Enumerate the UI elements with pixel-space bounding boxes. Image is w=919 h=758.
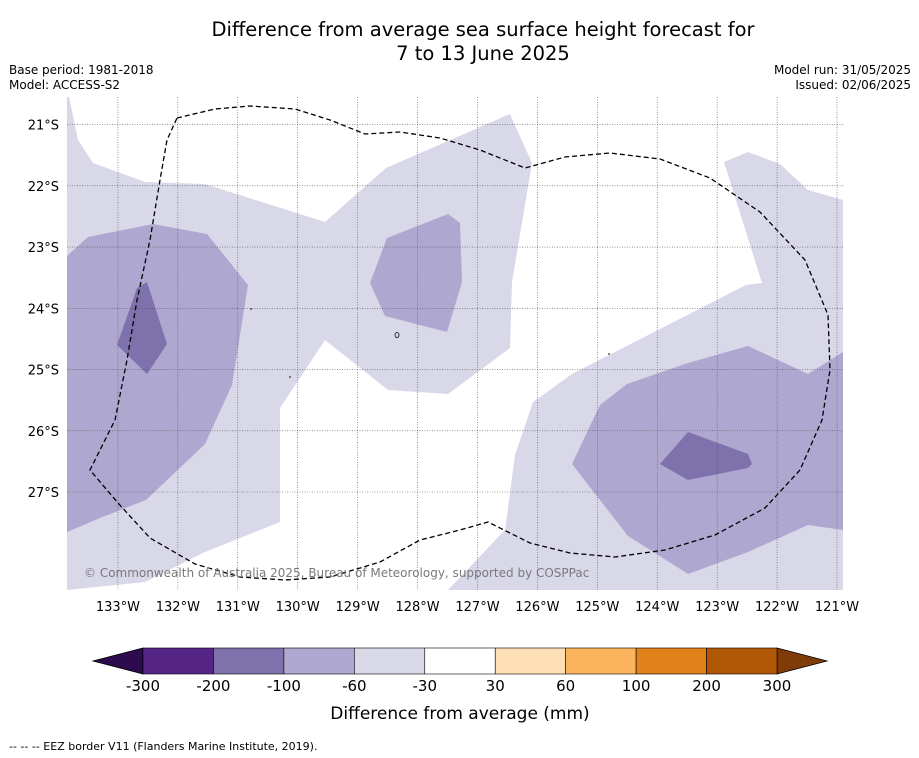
title-line-2: 7 to 13 June 2025 bbox=[396, 42, 570, 65]
lon-tick-label: 121°W bbox=[815, 600, 859, 615]
contour-band-dark-west bbox=[117, 282, 167, 374]
lat-tick-label: 25°S bbox=[28, 364, 59, 379]
contour-dot bbox=[289, 376, 291, 378]
colorbar-tick-label: 60 bbox=[556, 677, 575, 695]
lon-tick-label: 124°W bbox=[635, 600, 679, 615]
colorbar-tick-label: -300 bbox=[126, 677, 160, 695]
model-run-text: Model run: 31/05/2025 bbox=[773, 63, 911, 77]
lat-axis-labels: 21°S 22°S 23°S 24°S 25°S 26°S 27°S bbox=[28, 119, 59, 501]
lon-tick-label: 122°W bbox=[755, 600, 799, 615]
colorbar-tick-label: 200 bbox=[692, 677, 721, 695]
contour-dot bbox=[250, 308, 252, 310]
contour-dot bbox=[608, 353, 610, 355]
lat-tick-label: 27°S bbox=[28, 486, 59, 501]
lat-tick-label: 22°S bbox=[28, 180, 59, 195]
contour-band-dark-east bbox=[660, 432, 752, 480]
lon-tick-label: 133°W bbox=[96, 600, 140, 615]
colorbar-cell bbox=[424, 647, 496, 675]
contour-island bbox=[394, 332, 400, 338]
colorbar-tick-label: -200 bbox=[196, 677, 230, 695]
lon-tick-label: 125°W bbox=[575, 600, 619, 615]
issued-text: Issued: 02/06/2025 bbox=[795, 78, 911, 92]
colorbar-label: Difference from average (mm) bbox=[330, 704, 589, 724]
colorbar-cell bbox=[635, 647, 707, 675]
colorbar-cells bbox=[142, 647, 778, 675]
eez-border-line bbox=[89, 105, 831, 581]
colorbar-tick-label: 100 bbox=[622, 677, 651, 695]
grid-layer bbox=[67, 97, 843, 590]
title-line-1: Difference from average sea surface heig… bbox=[211, 18, 755, 41]
colorbar-tick-label: -30 bbox=[413, 677, 438, 695]
colorbar-cell bbox=[283, 647, 355, 675]
colorbar-cell bbox=[142, 647, 214, 675]
lon-tick-label: 126°W bbox=[515, 600, 559, 615]
lat-tick-label: 24°S bbox=[28, 302, 59, 317]
copyright-text: © Commonwealth of Australia 2025, Bureau… bbox=[84, 566, 589, 580]
colorbar-tick-label: -100 bbox=[267, 677, 301, 695]
eez-footnote: -- -- -- EEZ border V11 (Flanders Marine… bbox=[9, 740, 318, 753]
lon-tick-label: 130°W bbox=[276, 600, 320, 615]
lon-tick-label: 132°W bbox=[156, 600, 200, 615]
colorbar-tick-label: -60 bbox=[342, 677, 367, 695]
lon-axis-labels: 133°W 132°W 131°W 130°W 129°W 128°W 127°W 126°W… bbox=[96, 600, 859, 615]
contour-layer bbox=[67, 97, 843, 590]
colorbar-cell bbox=[565, 647, 637, 675]
colorbar-tick-label: 300 bbox=[763, 677, 792, 695]
meta-right: Model run: 31/05/2025 Issued: 02/06/2025 bbox=[774, 63, 911, 93]
model-text: Model: ACCESS-S2 bbox=[9, 78, 121, 92]
chart-title: Difference from average sea surface heig… bbox=[0, 18, 919, 66]
lon-tick-label: 129°W bbox=[336, 600, 380, 615]
contour-band-light-north bbox=[67, 97, 532, 590]
meta-left: Base period: 1981-2018 Model: ACCESS-S2 bbox=[9, 63, 154, 93]
lat-tick-label: 26°S bbox=[28, 425, 59, 440]
colorbar-extend-low bbox=[91, 647, 144, 675]
lat-tick-label: 21°S bbox=[28, 119, 59, 134]
colorbar-cell bbox=[706, 647, 778, 675]
lon-tick-label: 131°W bbox=[216, 600, 260, 615]
colorbar-tick-label: 30 bbox=[486, 677, 505, 695]
lon-tick-label: 123°W bbox=[695, 600, 739, 615]
colorbar-extend-high bbox=[776, 647, 829, 675]
base-period-text: Base period: 1981-2018 bbox=[9, 63, 154, 77]
colorbar-cell bbox=[494, 647, 566, 675]
colorbar-tick-labels: -300 -200 -100 -60 -30 30 60 100 200 300 bbox=[126, 677, 791, 695]
lon-tick-label: 127°W bbox=[455, 600, 499, 615]
colorbar: -300 -200 -100 -60 -30 30 60 100 200 300 Differen… bbox=[91, 647, 829, 724]
contour-band-mid-center bbox=[370, 214, 462, 332]
lon-tick-label: 128°W bbox=[395, 600, 439, 615]
colorbar-cell bbox=[213, 647, 285, 675]
colorbar-cell bbox=[354, 647, 426, 675]
contour-band-mid-west bbox=[67, 224, 248, 532]
lat-tick-label: 23°S bbox=[28, 241, 59, 256]
